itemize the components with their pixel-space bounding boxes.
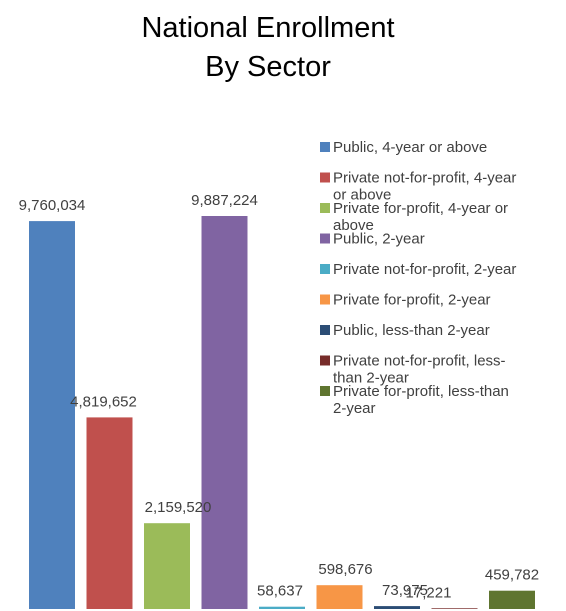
data-label-public-2-year: 9,887,224 — [191, 192, 258, 209]
legend-swatch — [320, 386, 330, 396]
legend-swatch — [320, 325, 330, 335]
legend-label: Public, less-than 2-year — [333, 322, 490, 339]
bar-private-for-profit-4-year-or-above — [144, 523, 190, 609]
data-label-private-for-profit-less-than-2-year: 459,782 — [485, 567, 539, 584]
legend-label: Private not-for-profit, 4-year or above — [333, 170, 516, 204]
bar-private-for-profit-less-than-2-year — [489, 590, 535, 609]
chart-title-line-1: National Enrollment — [141, 12, 394, 44]
chart-title-line-2: By Sector — [205, 51, 331, 83]
legend-entry-private-not-for-profit-2-year: Private not-for-profit, 2-year — [320, 261, 516, 278]
legend-swatch — [320, 294, 330, 305]
legend-entry-private-not-for-profit-less-than-2-year: Private not-for-profit, less-than 2-year — [320, 353, 506, 387]
data-label-private-not-for-profit-2-year: 58,637 — [257, 583, 303, 600]
legend-swatch — [320, 233, 330, 244]
legend-label: Private for-profit, less-than 2-year — [333, 383, 509, 417]
chart-title: National Enrollment By Sector — [141, 12, 394, 83]
legend-swatch — [320, 142, 330, 152]
bar-public-4-year-or-above — [29, 221, 75, 609]
bar-public-2-year — [201, 216, 248, 609]
legend-entry-public-less-than-2-year: Public, less-than 2-year — [320, 322, 490, 339]
legend-entry-private-for-profit-4-year-or-above: Private for-profit, 4-year or above — [320, 200, 508, 234]
legend-entry-public-2-year: Public, 2-year — [320, 231, 425, 248]
legend-swatch — [320, 172, 330, 183]
legend-entry-private-for-profit-2-year: Private for-profit, 2-year — [320, 292, 491, 309]
plot-area — [29, 216, 535, 609]
bar-private-not-for-profit-4-year-or-above — [86, 417, 133, 609]
legend-label: Public, 4-year or above — [333, 139, 487, 156]
data-label-private-not-for-profit-less-than-2-year: 17,221 — [406, 584, 452, 601]
data-label-public-less-than-2-year: 73,975 — [382, 582, 428, 599]
legend: Public, 4-year or above Private not-for-p… — [320, 139, 516, 417]
legend-swatch — [320, 203, 330, 213]
legend-entry-public-4-year-or-above: Public, 4-year or above — [320, 139, 487, 156]
data-label-private-not-for-profit-4-year-or-above: 4,819,652 — [70, 393, 137, 410]
legend-label: Private for-profit, 2-year — [333, 292, 491, 309]
bar-private-not-for-profit-less-than-2-year — [431, 608, 478, 609]
legend-label: Public, 2-year — [333, 231, 425, 248]
data-label-public-4-year-or-above: 9,760,034 — [19, 197, 86, 214]
legend-swatch — [320, 355, 330, 366]
legend-swatch — [320, 264, 330, 274]
bar-private-not-for-profit-2-year — [259, 606, 305, 609]
bar-private-for-profit-2-year — [316, 585, 363, 609]
data-labels: 9,760,034 4,819,652 2,159,520 9,887,224 58,6… — [19, 192, 539, 601]
legend-entry-private-for-profit-less-than-2-year: Private for-profit, less-than 2-year — [320, 383, 509, 417]
legend-label: Private not-for-profit, less-than 2-year — [333, 353, 506, 387]
legend-entry-private-not-for-profit-4-year-or-above: Private not-for-profit, 4-year or above — [320, 170, 516, 204]
data-label-private-for-profit-2-year: 598,676 — [318, 561, 372, 578]
legend-label: Private not-for-profit, 2-year — [333, 261, 516, 278]
bar-public-less-than-2-year — [374, 606, 420, 609]
data-label-private-for-profit-4-year-or-above: 2,159,520 — [145, 499, 212, 516]
legend-label: Private for-profit, 4-year or above — [333, 200, 508, 234]
